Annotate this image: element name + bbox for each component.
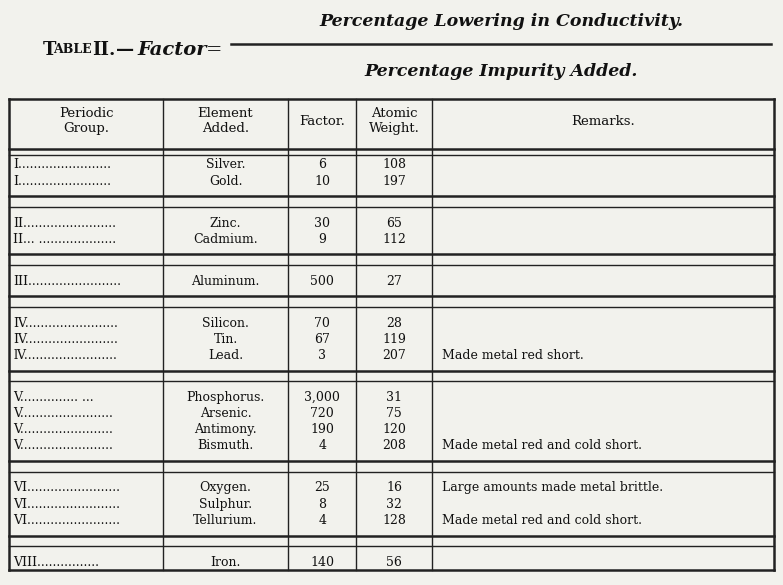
Text: 108: 108 [382,159,406,171]
Text: Atomic
Weight.: Atomic Weight. [369,108,420,135]
Text: 128: 128 [382,514,406,526]
Text: I........................: I........................ [13,174,111,188]
Text: V........................: V........................ [13,439,114,452]
Text: Arsenic.: Arsenic. [200,407,251,420]
Text: 32: 32 [386,498,402,511]
Text: Made metal red short.: Made metal red short. [442,349,583,362]
Text: 67: 67 [314,333,330,346]
Text: V........................: V........................ [13,424,114,436]
Text: 28: 28 [386,316,402,330]
Text: VI........................: VI........................ [13,514,121,526]
Text: II.: II. [92,41,116,58]
Text: Silicon.: Silicon. [202,316,249,330]
Text: Percentage Lowering in Conductivity.: Percentage Lowering in Conductivity. [319,13,683,30]
Text: 65: 65 [386,216,402,229]
Text: 720: 720 [310,407,334,420]
Text: Silver.: Silver. [206,159,245,171]
Text: 70: 70 [314,316,330,330]
Text: Element
Added.: Element Added. [197,108,254,135]
Text: Tellurium.: Tellurium. [193,514,258,526]
Text: 120: 120 [382,424,406,436]
Text: Made metal red and cold short.: Made metal red and cold short. [442,514,641,526]
Text: Cadmium.: Cadmium. [193,233,258,246]
Text: Factor.: Factor. [299,115,345,128]
Text: —: — [116,41,134,58]
Text: 3,000: 3,000 [305,391,340,404]
Text: =: = [206,41,222,58]
Text: 4: 4 [318,439,327,452]
Text: Gold.: Gold. [209,174,242,188]
Text: 56: 56 [386,556,402,569]
Text: 75: 75 [386,407,402,420]
Text: Lead.: Lead. [208,349,243,362]
Text: I........................: I........................ [13,159,111,171]
Text: 16: 16 [386,481,402,494]
Text: Oxygen.: Oxygen. [200,481,251,494]
Text: V............... ...: V............... ... [13,391,94,404]
Text: 30: 30 [314,216,330,229]
Text: IV........................: IV........................ [13,316,118,330]
Text: 197: 197 [382,174,406,188]
Text: 112: 112 [382,233,406,246]
Text: III........................: III........................ [13,275,121,288]
Text: 8: 8 [318,498,327,511]
Text: 3: 3 [318,349,327,362]
Text: 500: 500 [310,275,334,288]
Text: V........................: V........................ [13,407,114,420]
Text: 190: 190 [310,424,334,436]
Text: 119: 119 [382,333,406,346]
Text: Factor: Factor [137,41,207,58]
Text: VI........................: VI........................ [13,498,121,511]
Text: 140: 140 [310,556,334,569]
Text: IV........................: IV........................ [13,333,118,346]
Text: lV........................: lV........................ [13,349,117,362]
Text: Tin.: Tin. [214,333,237,346]
Text: 6: 6 [318,159,327,171]
Text: 208: 208 [382,439,406,452]
Text: 10: 10 [314,174,330,188]
Text: Made metal red and cold short.: Made metal red and cold short. [442,439,641,452]
Text: 4: 4 [318,514,327,526]
Text: II... ....................: II... .................... [13,233,117,246]
Text: Percentage Impurity Added.: Percentage Impurity Added. [364,63,638,81]
Text: Phosphorus.: Phosphorus. [186,391,265,404]
Text: Aluminum.: Aluminum. [191,275,260,288]
Text: Bismuth.: Bismuth. [197,439,254,452]
Text: 31: 31 [386,391,402,404]
Text: 27: 27 [386,275,402,288]
Text: T: T [43,41,56,58]
Text: Remarks.: Remarks. [571,115,635,128]
Text: 25: 25 [314,481,330,494]
Text: VIII................: VIII................ [13,556,99,569]
Text: Antimony.: Antimony. [194,424,257,436]
Text: ABLE: ABLE [53,43,92,56]
Text: Sulphur.: Sulphur. [199,498,252,511]
Text: Zinc.: Zinc. [210,216,241,229]
Text: II........................: II........................ [13,216,117,229]
Text: Periodic
Group.: Periodic Group. [59,108,114,135]
Text: 9: 9 [318,233,327,246]
Text: VI........................: VI........................ [13,481,121,494]
Text: 207: 207 [382,349,406,362]
Text: Iron.: Iron. [211,556,240,569]
Text: Large amounts made metal brittle.: Large amounts made metal brittle. [442,481,662,494]
